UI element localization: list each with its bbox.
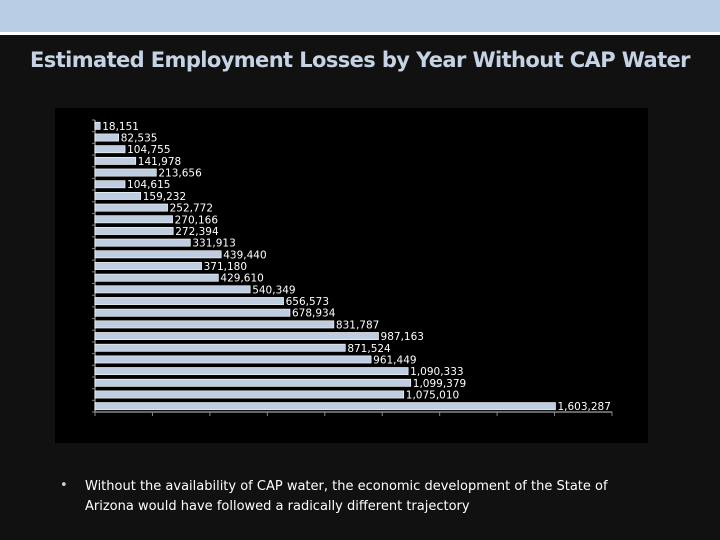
data-label: 104,755 [127,144,170,156]
bar [94,367,409,376]
bar [94,145,126,154]
bar [94,133,120,142]
data-label: 987,163 [381,331,424,343]
bar [94,402,556,411]
bar [94,168,157,177]
header-band [0,0,720,32]
bar-chart: 18,15182,535104,755141,978213,656104,615… [92,119,613,416]
data-label: 961,449 [373,354,416,366]
data-label: 439,440 [223,249,266,261]
data-label: 18,151 [102,121,139,133]
bar [94,262,202,270]
data-label: 429,610 [220,273,263,285]
bar [94,156,137,165]
bar [94,332,379,341]
bar [94,390,405,399]
data-label: 371,180 [204,261,247,273]
bar [94,343,346,352]
bar [94,250,222,259]
data-label: 104,615 [127,179,170,191]
bar [94,297,284,305]
data-label: 331,913 [192,238,235,250]
data-label: 1,099,379 [413,378,466,390]
data-label: 252,772 [170,203,213,215]
data-label: 272,394 [175,226,219,238]
bar [94,227,174,235]
bullet-text: Without the availability of CAP water, t… [85,479,608,514]
data-label: 82,535 [121,133,158,145]
data-label: 831,787 [336,319,379,331]
bar [94,180,126,189]
data-label: 1,075,010 [406,389,459,401]
data-label: 141,978 [138,156,181,168]
data-label: 1,090,333 [410,366,463,378]
bar [94,121,101,130]
data-label: 540,349 [252,284,295,296]
data-label: 871,524 [347,343,391,355]
bar [94,215,173,224]
bar [94,308,291,317]
bar [94,273,219,282]
bar [94,191,142,200]
data-label: 270,166 [175,214,219,226]
chart-title: Estimated Employment Losses by Year With… [30,48,690,72]
bullet-icon: • [60,478,68,493]
data-label: 1,603,287 [557,401,610,413]
chart-area: 18,151 82,535 104,755 141,978 213,656 104,615… [55,108,648,443]
data-label: 678,934 [292,308,336,320]
bar [94,355,372,364]
bar [94,285,251,294]
data-label: 159,232 [143,191,186,203]
bar [94,203,168,212]
bar [94,238,191,247]
data-label: 213,656 [158,168,202,180]
bar [94,378,412,387]
data-label: 656,573 [286,296,329,308]
bar [94,320,335,329]
header-divider [0,32,720,35]
